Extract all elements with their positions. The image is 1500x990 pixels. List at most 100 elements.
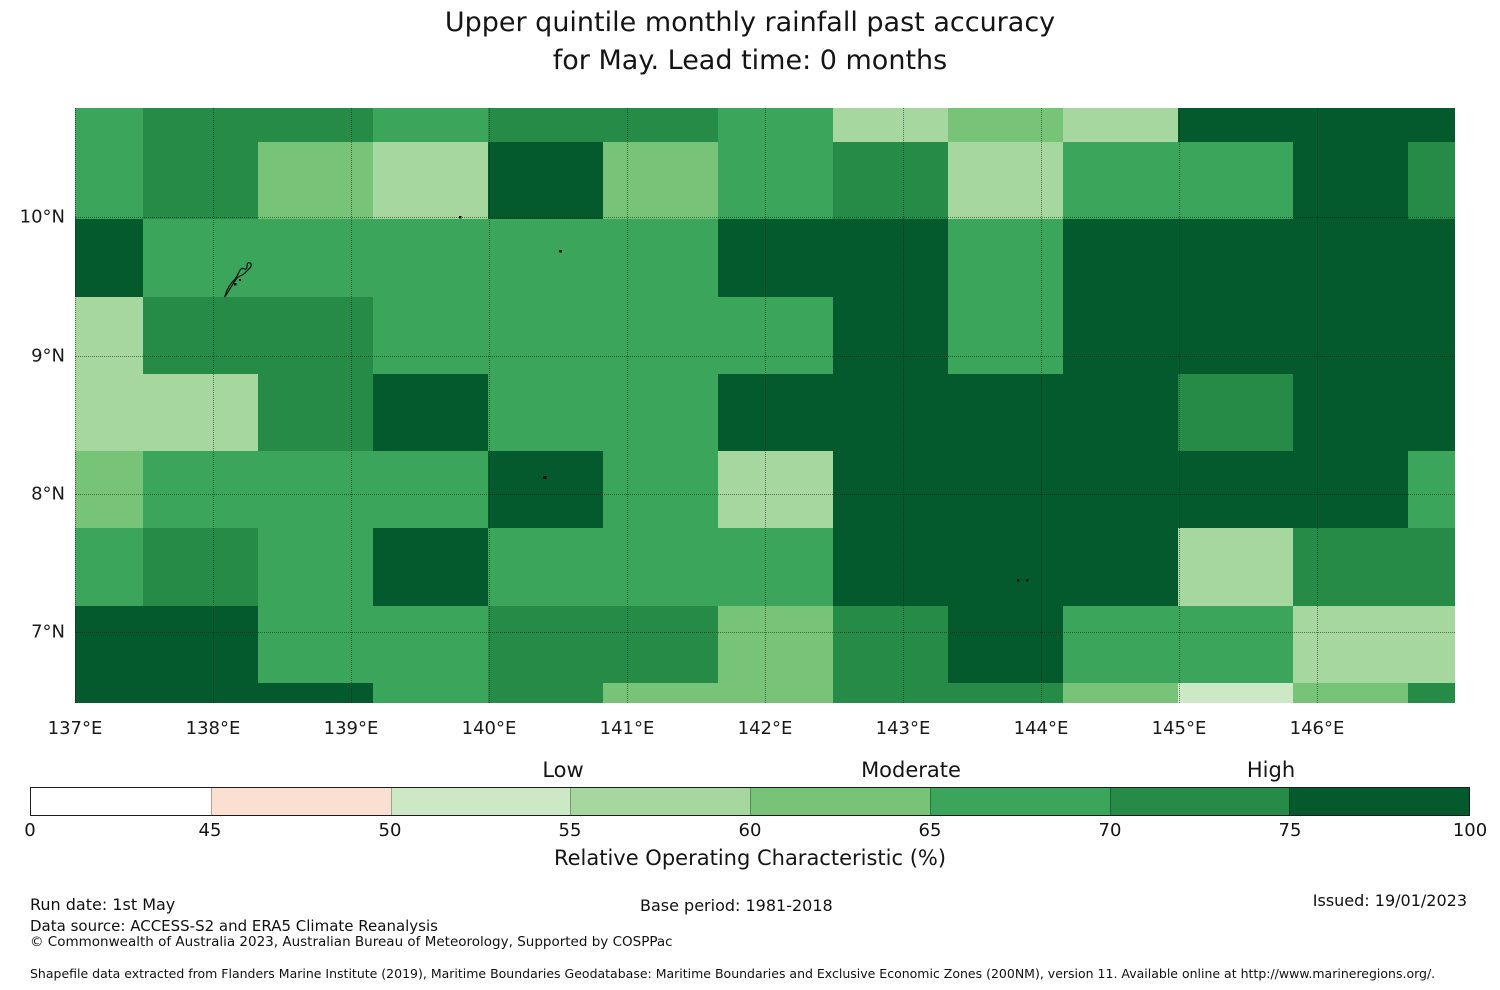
map-cell [75,528,143,606]
colorbar-segment [31,788,211,815]
map-cell [258,606,373,683]
map-cell [833,451,948,528]
latitude-gridline [75,632,1455,633]
longitude-gridline [1179,108,1180,703]
map-cell [488,528,603,606]
map-cell [75,219,143,297]
map-cell [1408,374,1455,451]
island-dot [234,283,237,286]
map-cell [1408,451,1455,528]
map-cell [718,528,833,606]
map-cell [833,528,948,606]
map-cell [948,451,1063,528]
map-cell [258,297,373,374]
map-cell [1063,374,1178,451]
x-tick-label: 145°E [1151,718,1207,739]
map-cell [1293,528,1408,606]
map-cell [373,451,488,528]
y-tick-label: 7°N [31,621,65,643]
x-tick-label: 138°E [185,718,241,739]
map-cell [373,142,488,219]
map-cell [258,451,373,528]
map-cell [1293,142,1408,219]
map-cell [603,451,718,528]
map-cell [75,451,143,528]
shapefile-attribution-text: Shapefile data extracted from Flanders M… [30,966,1436,981]
map-cell [488,142,603,219]
map-cell [948,219,1063,297]
map-cell [1408,528,1455,606]
map-cell [258,219,373,297]
map-cell [1408,297,1455,374]
map-cell [1063,219,1178,297]
map-cell [143,219,258,297]
map-cell [1063,297,1178,374]
map-cell [833,606,948,683]
colorbar-segment [929,788,1110,815]
map-cell [833,219,948,297]
map-cell [1178,219,1293,297]
map-cell [1408,219,1455,297]
longitude-gridline [627,108,628,703]
x-tick-label: 140°E [461,718,517,739]
map-cell [833,142,948,219]
x-tick-label: 143°E [875,718,931,739]
map-cell [718,142,833,219]
x-tick-label: 137°E [47,718,103,739]
map-cell [1293,108,1408,142]
island-dot [1017,579,1020,582]
x-tick-label: 142°E [737,718,793,739]
longitude-gridline [489,108,490,703]
map-cell [373,374,488,451]
map-cell [143,108,258,142]
map-cell [143,528,258,606]
map-cell [143,606,258,683]
latitude-gridline [75,356,1455,357]
map-cell [373,606,488,683]
map-cell [1178,297,1293,374]
map-cell [603,297,718,374]
colorbar-category-label: Moderate [861,758,961,782]
island-dot [559,250,562,253]
colorbar-tick-label: 55 [558,820,582,841]
map-cell [488,374,603,451]
colorbar-segment [210,788,391,815]
map-cell [373,108,488,142]
map-cell [1063,451,1178,528]
colorbar-tick-label: 60 [738,820,762,841]
map-cell [1178,683,1293,703]
island-dot [1026,579,1029,582]
colorbar-tick-label: 70 [1098,820,1122,841]
map-cell [258,108,373,142]
latitude-gridline [75,494,1455,495]
map-cell [143,451,258,528]
map-cell [373,219,488,297]
map-cell [143,142,258,219]
longitude-gridline [903,108,904,703]
island-outline [224,262,252,298]
page-title: Upper quintile monthly rainfall past acc… [0,4,1500,80]
copyright-text: © Commonwealth of Australia 2023, Austra… [30,934,673,950]
map-cell [143,374,258,451]
map-cell [1408,683,1455,703]
colorbar-tick-label: 75 [1278,820,1302,841]
map-cell [258,374,373,451]
map-cell [1178,606,1293,683]
colorbar-tick-label: 0 [24,820,36,841]
colorbar-segment [1289,788,1469,815]
map-cell [1293,683,1408,703]
island-dot [239,279,241,281]
map-cell [948,142,1063,219]
colorbar-segment [1109,788,1290,815]
map-cell [718,683,833,703]
map-cell [75,142,143,219]
map-cell [948,606,1063,683]
map-cell [488,108,603,142]
colorbar-tick-label: 65 [918,820,942,841]
map-cell [718,606,833,683]
map-cell [833,108,948,142]
map-cell [75,374,143,451]
island-dot [543,476,547,479]
colorbar-segment [390,788,571,815]
